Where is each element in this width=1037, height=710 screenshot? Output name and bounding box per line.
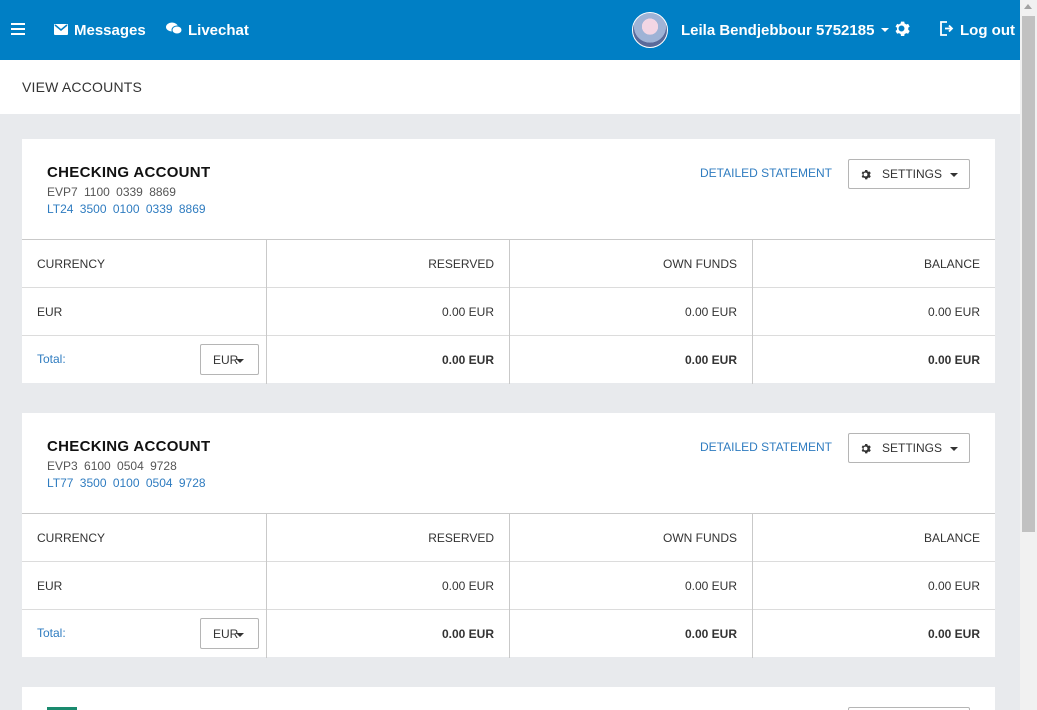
column-header-own-funds: OWN FUNDS [663,530,737,545]
table-row: EUR 0.00 EUR 0.00 EUR 0.00 EUR [22,562,995,610]
total-balance: 0.00 EUR [927,626,980,641]
detailed-statement-link[interactable]: DETAILED STATEMENT [700,440,833,454]
own-funds-cell: 0.00 EUR [684,304,737,319]
total-cell: Total: EUR [22,610,266,657]
vertical-scrollbar[interactable] [1020,0,1037,710]
column-divider [266,514,267,658]
gear-icon [860,443,871,454]
user-name: Leila Bendjebbour 5752185 [681,21,875,39]
account-iban-link[interactable]: LT77 3500 0100 0504 9728 [47,476,206,490]
account-card: CHECKING ACCOUNT EVP3 6100 0504 9728 LT7… [22,413,995,658]
balance-cell: 0.00 EUR [927,578,980,593]
settings-label: SETTINGS [882,167,943,181]
gear-icon [860,169,871,180]
table-header-row: CURRENCY RESERVED OWN FUNDS BALANCE [22,240,995,288]
reserved-cell: 0.00 EUR [441,578,494,593]
scrollbar-thumb[interactable] [1022,16,1035,532]
total-label: Total: [37,352,66,366]
currency-cell: EUR [37,304,63,319]
chevron-down-icon [950,173,958,177]
column-header-reserved: RESERVED [428,256,494,271]
column-divider [509,514,510,658]
total-cell: Total: EUR [22,336,266,383]
logout-icon [939,20,960,40]
table-row: EUR 0.00 EUR 0.00 EUR 0.00 EUR [22,288,995,336]
account-settings-button[interactable] [848,707,970,710]
table-header-row: CURRENCY RESERVED OWN FUNDS BALANCE [22,514,995,562]
messages-label: Messages [74,21,146,39]
column-header-own-funds: OWN FUNDS [663,256,737,271]
account-title: CHECKING ACCOUNT [47,164,211,181]
balance-table: CURRENCY RESERVED OWN FUNDS BALANCE EUR … [22,513,995,658]
total-currency-value: EUR [213,352,239,367]
total-own-funds: 0.00 EUR [684,626,737,641]
avatar [632,12,668,48]
gear-icon [893,20,916,41]
envelope-icon [54,22,74,39]
account-settings-button[interactable]: SETTINGS [848,433,970,463]
account-card: CHECKING ACCOUNT EVP7 1100 0339 8869 LT2… [22,139,995,384]
balance-cell: 0.00 EUR [927,304,980,319]
scroll-up-arrow-icon[interactable] [1024,4,1032,9]
total-own-funds: 0.00 EUR [684,352,737,367]
column-header-balance: BALANCE [923,256,980,271]
column-divider [266,240,267,384]
total-row: Total: EUR 0.00 EUR 0.00 EUR 0.00 EUR [22,336,995,384]
total-currency-value: EUR [213,626,239,641]
total-label: Total: [37,626,66,640]
account-card-partial [22,687,995,710]
account-iban-link[interactable]: LT24 3500 0100 0339 8869 [47,202,206,216]
account-number: EVP7 1100 0339 8869 [47,185,176,199]
account-settings-button[interactable]: SETTINGS [848,159,970,189]
livechat-label: Livechat [188,21,249,39]
column-header-reserved: RESERVED [428,530,494,545]
column-header-currency: CURRENCY [37,530,106,545]
chevron-down-icon [950,447,958,451]
account-title: CHECKING ACCOUNT [47,438,211,455]
column-divider [509,240,510,384]
column-divider [752,240,753,384]
column-header-currency: CURRENCY [37,256,106,271]
total-reserved: 0.00 EUR [441,626,494,641]
total-currency-select[interactable]: EUR [200,618,259,649]
logout-link[interactable]: Log out [939,0,1015,60]
settings-gear-button[interactable] [893,0,916,60]
settings-label: SETTINGS [882,441,943,455]
reserved-cell: 0.00 EUR [441,304,494,319]
messages-link[interactable]: Messages [54,0,146,60]
total-balance: 0.00 EUR [927,352,980,367]
account-type-marker [47,707,77,710]
account-number: EVP3 6100 0504 9728 [47,459,177,473]
page-title: VIEW ACCOUNTS [22,79,143,95]
total-row: Total: EUR 0.00 EUR 0.00 EUR 0.00 EUR [22,610,995,658]
column-header-balance: BALANCE [923,530,980,545]
chevron-down-icon [881,28,890,32]
balance-table: CURRENCY RESERVED OWN FUNDS BALANCE EUR … [22,239,995,384]
chat-bubbles-icon [166,22,188,39]
total-currency-select[interactable]: EUR [200,344,259,375]
top-navigation-bar: Messages Livechat Leila Bendjebbour 5752… [0,0,1020,60]
chevron-down-icon [236,359,244,363]
livechat-link[interactable]: Livechat [166,0,249,60]
hamburger-icon [11,22,31,39]
page-header: VIEW ACCOUNTS [0,60,1020,114]
total-reserved: 0.00 EUR [441,352,494,367]
menu-button[interactable] [11,0,31,60]
logout-label: Log out [960,21,1015,39]
column-divider [752,514,753,658]
chevron-down-icon [236,633,244,637]
detailed-statement-link[interactable]: DETAILED STATEMENT [700,166,833,180]
user-menu[interactable]: Leila Bendjebbour 5752185 [632,0,890,60]
currency-cell: EUR [37,578,63,593]
own-funds-cell: 0.00 EUR [684,578,737,593]
